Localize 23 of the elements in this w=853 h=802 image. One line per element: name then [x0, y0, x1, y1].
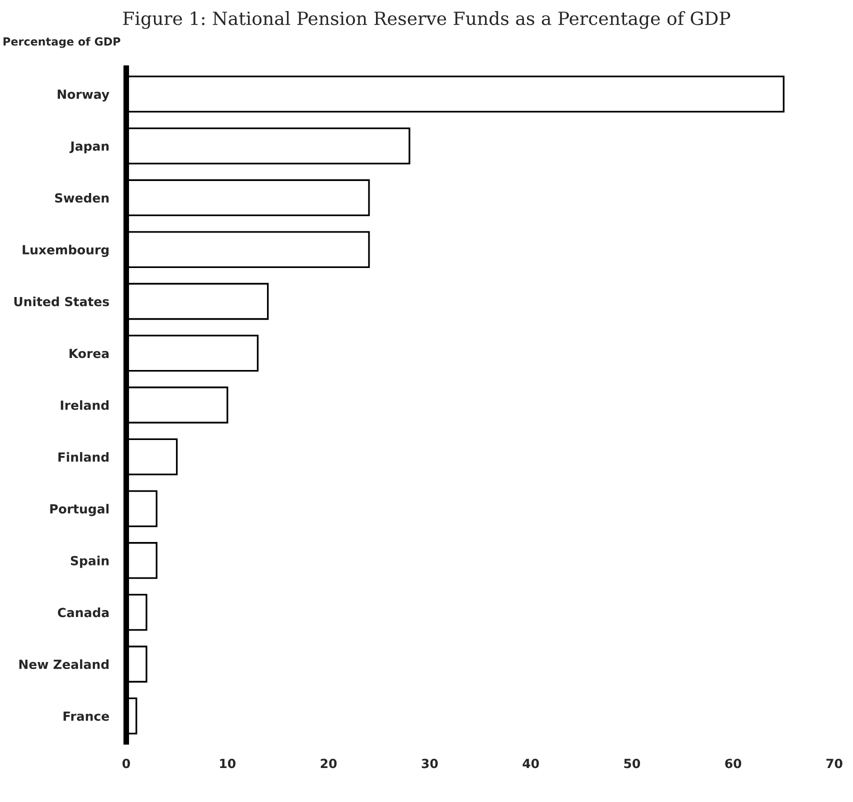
- y-tick-label: Canada: [58, 608, 109, 618]
- y-tick-label: Luxembourg: [22, 244, 109, 257]
- y-tick-label: Spain: [70, 556, 109, 568]
- y-tick-label: Korea: [70, 348, 109, 358]
- y-tick-label: Sweden: [55, 192, 109, 203]
- x-tick-label: 40: [522, 758, 539, 768]
- x-tick-label: 0: [122, 758, 130, 768]
- x-tick-label: 10: [220, 758, 236, 768]
- x-tick-label: 50: [624, 758, 640, 768]
- chart-title: Figure 1: National Pension Reserve Funds as a Percentage of GDP: [123, 11, 730, 29]
- y-tick-label: New Zealand: [19, 659, 109, 670]
- y-tick-label: Portugal: [50, 504, 109, 516]
- y-tick-label: Ireland: [60, 400, 109, 410]
- y-tick-label: France: [64, 712, 109, 721]
- x-tick-label: 20: [320, 758, 337, 768]
- y-tick-label: Norway: [58, 90, 110, 102]
- x-axis-title: Percentage of GDP: [4, 37, 120, 48]
- y-tick-label: Japan: [70, 142, 109, 154]
- x-tick-label: 70: [826, 758, 842, 768]
- x-tick-label: 60: [725, 758, 742, 768]
- y-tick-label: United States: [14, 296, 109, 306]
- x-tick-label: 30: [422, 758, 438, 768]
- y-tick-label: Finland: [58, 452, 109, 462]
